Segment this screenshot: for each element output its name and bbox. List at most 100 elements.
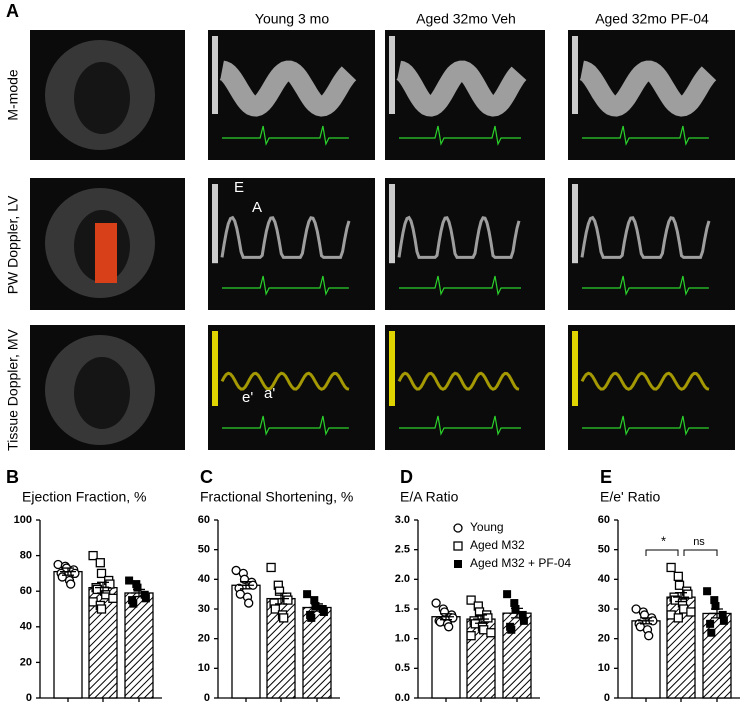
data-point — [96, 604, 107, 614]
trace — [397, 215, 521, 259]
color-doppler — [95, 223, 117, 283]
data-point — [673, 613, 683, 623]
y-tick-label: 0.0 — [395, 692, 410, 704]
wave-label: E — [234, 179, 244, 196]
data-point — [129, 599, 138, 608]
row-label: M-mode — [5, 69, 21, 121]
y-tick-label: 20 — [598, 633, 610, 645]
ecg-trace — [222, 415, 349, 436]
legend-marker — [453, 523, 463, 533]
wave-label: e' — [242, 389, 253, 406]
data-point — [95, 558, 105, 568]
y-tick-label: 3.0 — [395, 514, 410, 526]
chart-title: E/e' Ratio — [600, 489, 660, 505]
data-point — [88, 550, 98, 561]
data-point — [486, 628, 496, 638]
wave-label: a' — [264, 385, 275, 402]
row-label: Tissue Doppler, MV — [5, 329, 21, 451]
y-tick-label: 0.5 — [395, 662, 410, 674]
data-point — [274, 586, 285, 596]
column-header: Aged 32mo PF-04 — [595, 11, 709, 27]
data-point — [503, 590, 512, 599]
error-bar — [60, 567, 76, 576]
data-point — [283, 595, 293, 605]
data-point — [686, 607, 696, 617]
gray-scale — [389, 331, 395, 406]
panel-letter: B — [6, 467, 19, 487]
data-point — [141, 594, 150, 603]
trace — [580, 215, 711, 259]
data-point — [683, 589, 693, 599]
data-point — [96, 568, 107, 579]
ecg-trace — [582, 275, 709, 296]
bar — [302, 606, 332, 699]
error-bar — [438, 613, 454, 621]
data-point — [710, 596, 719, 605]
panel-letter: A — [6, 1, 19, 21]
data-point — [706, 619, 715, 628]
data-point — [666, 562, 676, 573]
trace — [580, 371, 710, 391]
trace — [220, 371, 350, 391]
error-bar — [95, 581, 111, 594]
error-bar — [473, 614, 489, 624]
gray-scale — [212, 331, 218, 406]
echo-image — [568, 178, 735, 310]
column-header: Young 3 mo — [255, 11, 329, 27]
y-tick-label: 50 — [598, 544, 610, 556]
y-tick-label: 20 — [20, 656, 32, 668]
y-tick-label: 2.5 — [395, 544, 410, 556]
panel-letter: D — [400, 467, 413, 487]
data-point — [66, 579, 76, 589]
error-bar — [638, 617, 654, 625]
echo-image — [385, 178, 545, 310]
data-point — [319, 607, 328, 616]
significance-label: ns — [693, 536, 705, 548]
bar-chart: E E/e' Ratio 0 10 20 30 40 50 60 * ns — [598, 467, 740, 704]
chart-title: Fractional Shortening, % — [200, 489, 353, 505]
error-bar — [238, 581, 254, 590]
y-tick-label: 60 — [598, 514, 610, 526]
data-point — [719, 616, 728, 625]
y-tick-label: 30 — [198, 603, 210, 615]
error-bar — [509, 607, 525, 619]
image-grid — [30, 30, 735, 450]
echo-cavity — [74, 357, 130, 429]
data-point — [311, 602, 320, 611]
data-point — [483, 613, 493, 623]
error-bar — [273, 592, 289, 605]
data-point — [644, 631, 654, 641]
data-point — [266, 562, 276, 573]
data-point — [133, 583, 142, 592]
y-tick-label: 40 — [20, 621, 32, 633]
y-tick-label: 20 — [198, 633, 210, 645]
ecg-trace — [399, 415, 521, 436]
wave-labels: E A e' a' — [234, 179, 275, 406]
significance-bracket — [645, 549, 718, 556]
data-point — [303, 590, 312, 599]
gray-scale — [389, 184, 395, 264]
y-tick-label: 50 — [198, 544, 210, 556]
column-header: Aged 32mo Veh — [416, 11, 516, 27]
y-tick-label: 10 — [598, 662, 610, 674]
ecg-trace — [582, 125, 709, 146]
y-tick-label: 1.5 — [395, 603, 410, 615]
error-bar — [709, 608, 725, 619]
y-tick-label: 2.0 — [395, 573, 410, 585]
data-point — [244, 598, 254, 608]
ecg-trace — [222, 275, 349, 296]
trace — [579, 60, 717, 117]
error-bar — [673, 592, 689, 603]
gray-scale — [212, 36, 218, 114]
data-point — [510, 599, 519, 608]
trace — [220, 215, 351, 259]
error-bar — [131, 588, 147, 598]
ecg-trace — [582, 415, 709, 436]
y-tick-label: 80 — [20, 550, 32, 562]
data-point — [108, 593, 118, 603]
bar — [53, 570, 83, 699]
data-point — [270, 604, 280, 614]
row-label: PW Doppler, LV — [5, 195, 21, 294]
ecg-trace — [399, 125, 521, 146]
